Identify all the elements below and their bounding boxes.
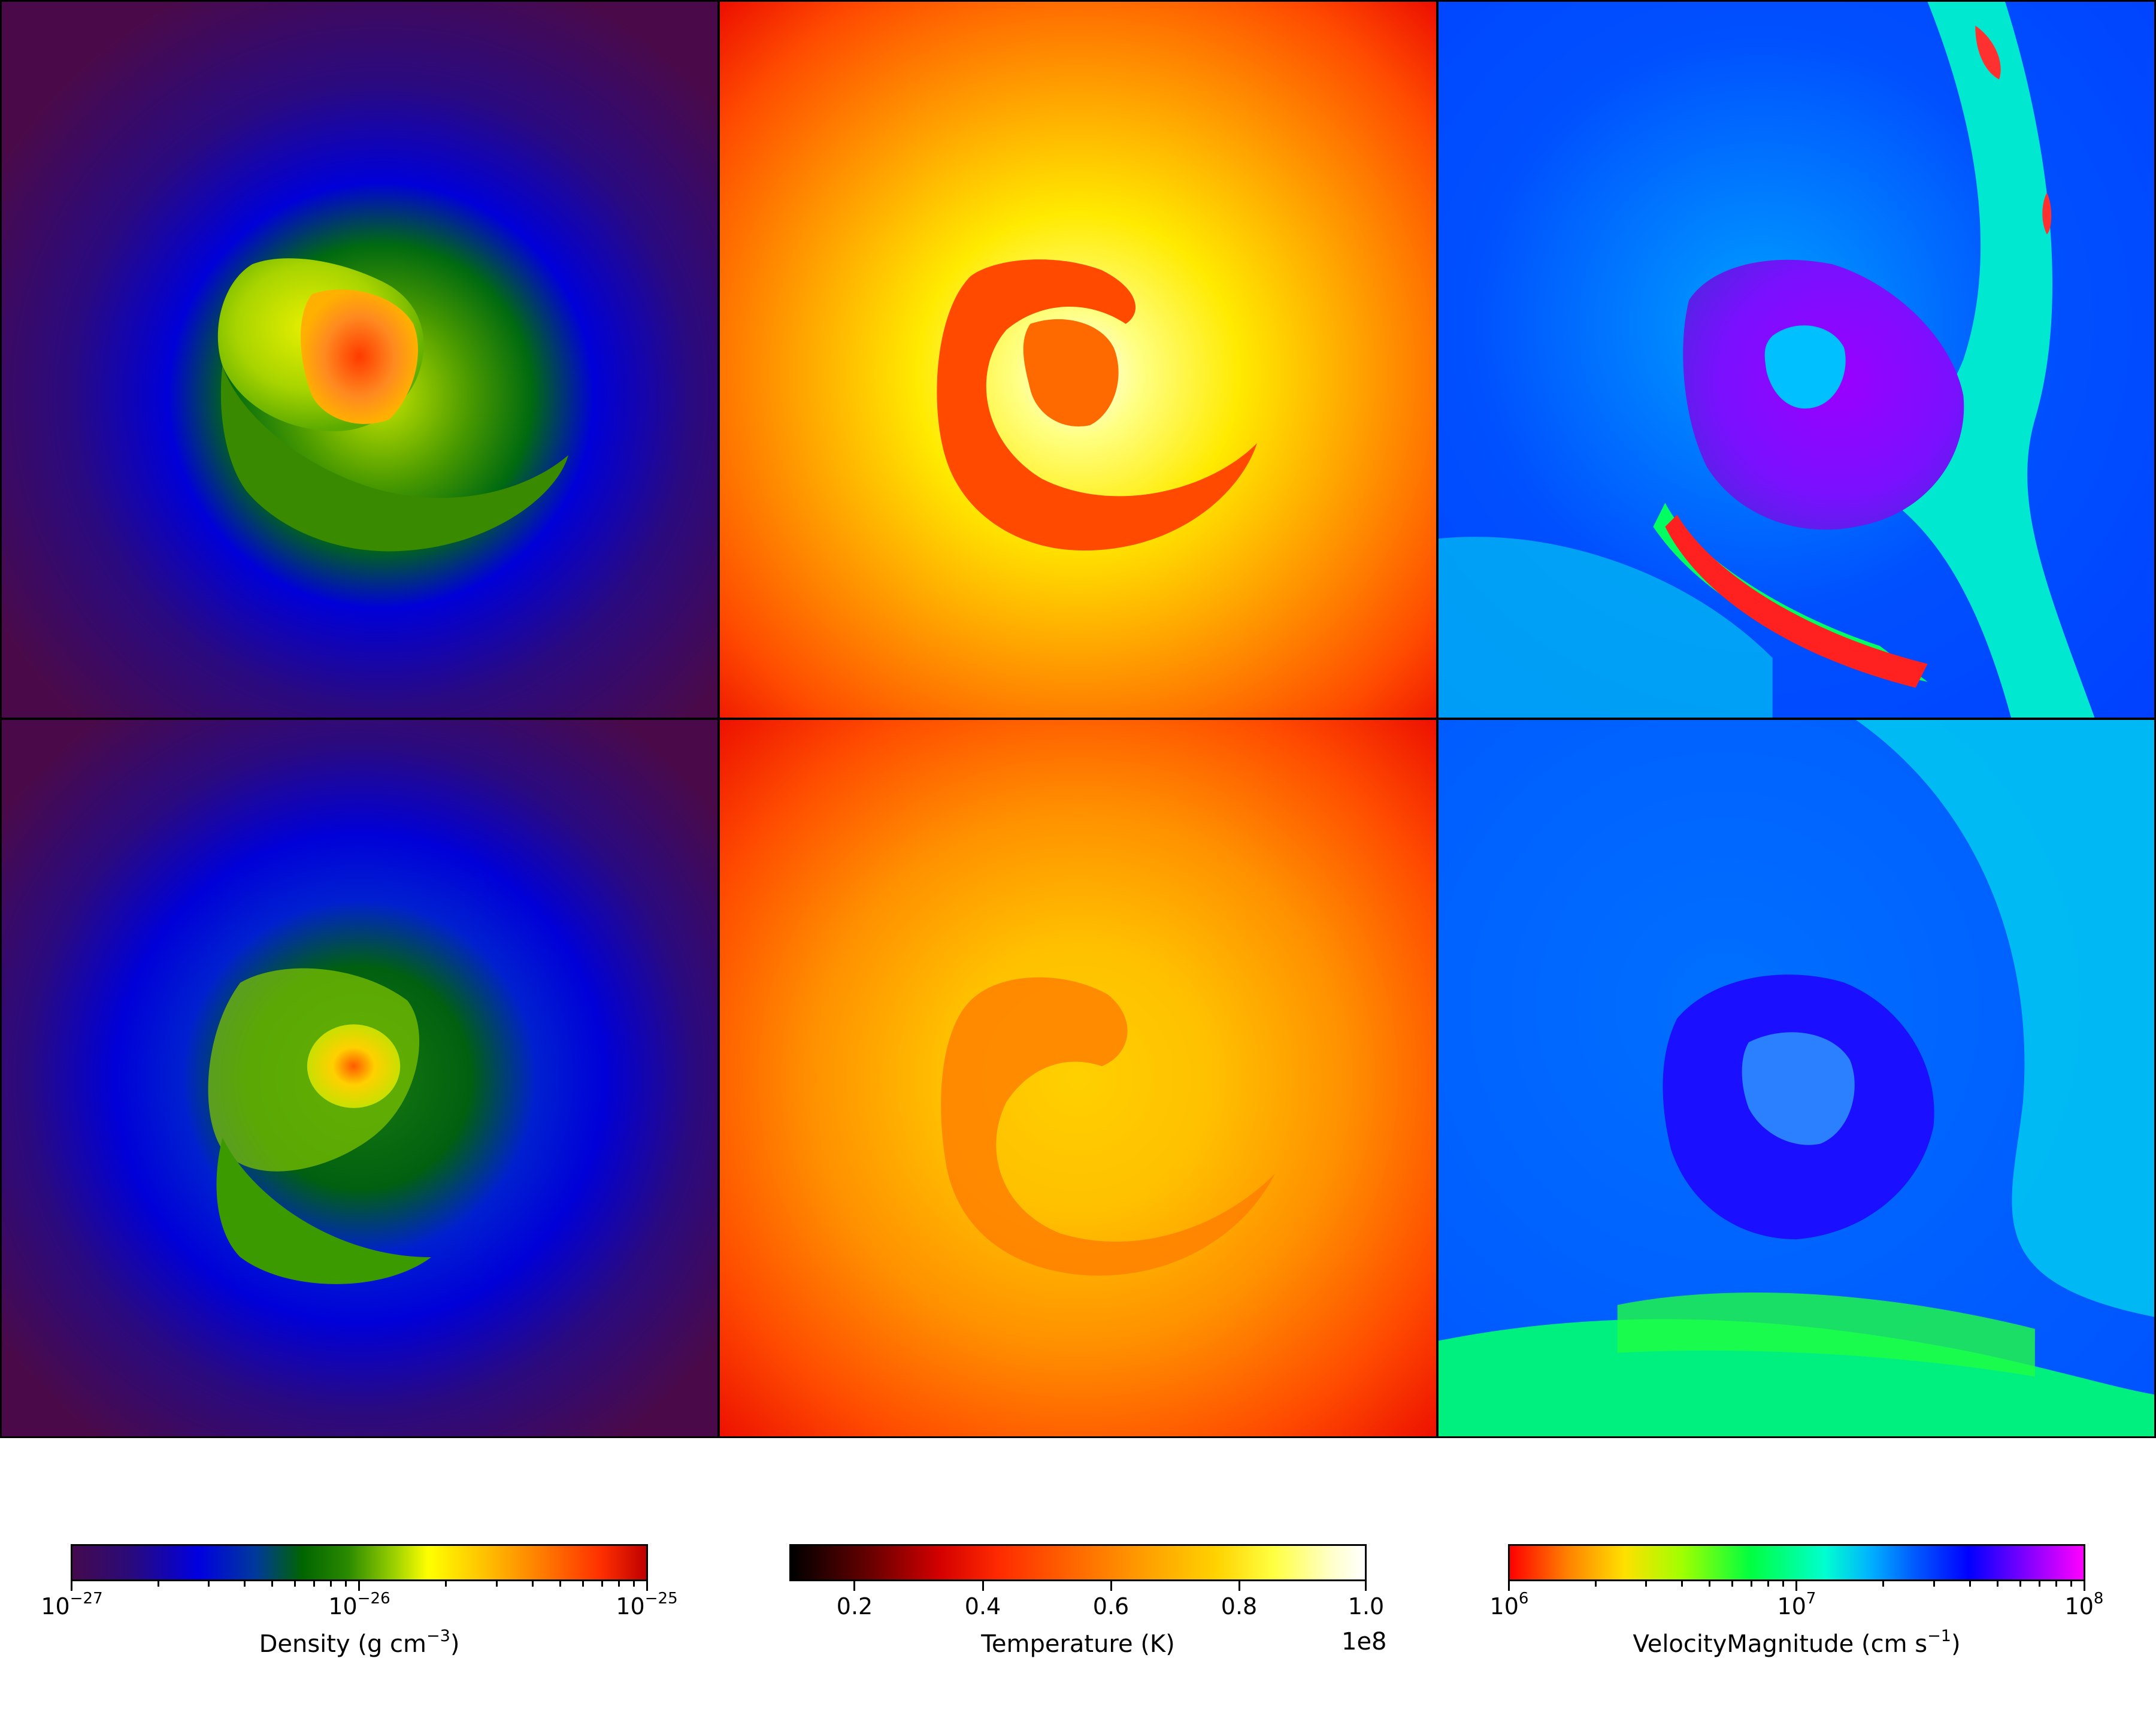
density-tick-minor [532, 1581, 534, 1587]
velocity-tick-major [1795, 1581, 1797, 1591]
temperature-tick-major [1239, 1581, 1240, 1591]
velocity-tick-minor [1969, 1581, 1971, 1587]
density-tick-minor [582, 1581, 584, 1587]
velocity-tick-minor [1767, 1581, 1769, 1587]
velocity-tick-label: 106 [1489, 1590, 1529, 1620]
density-tick-minor [496, 1581, 498, 1587]
density-tick-label: 10−25 [616, 1590, 678, 1620]
velocity-tick-major [1508, 1581, 1510, 1591]
temperature-tick-label: 0.2 [836, 1593, 873, 1620]
velocity-tick-minor [1681, 1581, 1683, 1587]
density-tick-minor [208, 1581, 210, 1587]
velocity-tick-minor [1782, 1581, 1784, 1587]
velocity-tick-minor [2055, 1581, 2057, 1587]
density-tick-label: 10−27 [41, 1590, 103, 1620]
density-tick-major [358, 1581, 360, 1591]
density-tick-minor [633, 1581, 635, 1587]
density-tick-minor [559, 1581, 561, 1587]
temperature-tick-major [1365, 1581, 1367, 1591]
temperature-tick-label: 0.8 [1221, 1593, 1258, 1620]
density-tick-major [646, 1581, 648, 1591]
velocity-colorbar [1508, 1544, 2085, 1581]
velocity-tick-minor [1751, 1581, 1752, 1587]
temperature-tick-major [1110, 1581, 1112, 1591]
velocity-tick-minor [2039, 1581, 2040, 1587]
density-colorbar [71, 1544, 648, 1581]
velocity-tick-minor [1731, 1581, 1733, 1587]
temperature-slice-top [718, 0, 1438, 719]
density-tick-minor [294, 1581, 296, 1587]
velocity-tick-minor [2070, 1581, 2072, 1587]
velocity-tick-minor [2019, 1581, 2021, 1587]
density-tick-minor [158, 1581, 159, 1587]
temperature-offset-label: 1e8 [1342, 1628, 1387, 1656]
density-slice-bottom [0, 718, 719, 1438]
density-tick-minor [330, 1581, 332, 1587]
velocity-tick-major [2084, 1581, 2085, 1591]
velocity-colorbar-label: VelocityMagnitude (cm s−1) [1633, 1627, 1961, 1658]
density-tick-minor [618, 1581, 620, 1587]
temperature-slice-bottom [718, 718, 1438, 1438]
density-tick-minor [244, 1581, 246, 1587]
temperature-tick-label: 0.6 [1092, 1593, 1130, 1620]
density-tick-label: 10−26 [328, 1590, 390, 1620]
velocity-slice-bottom [1437, 718, 2156, 1438]
density-tick-minor [271, 1581, 273, 1587]
temperature-colorbar [789, 1544, 1367, 1581]
velocity-tick-minor [1709, 1581, 1710, 1587]
temperature-colorbar-label: Temperature (K) [981, 1630, 1175, 1658]
velocity-tick-minor [1933, 1581, 1935, 1587]
velocity-tick-label: 107 [1777, 1590, 1816, 1620]
temperature-tick-major [853, 1581, 855, 1591]
velocity-tick-minor [1645, 1581, 1647, 1587]
density-tick-minor [601, 1581, 603, 1587]
velocity-slice-top [1437, 0, 2156, 719]
velocity-tick-minor [1997, 1581, 1998, 1587]
density-tick-minor [345, 1581, 347, 1587]
density-tick-major [71, 1581, 72, 1591]
temperature-tick-label: 0.4 [964, 1593, 1001, 1620]
velocity-tick-minor [1595, 1581, 1597, 1587]
density-tick-minor [313, 1581, 315, 1587]
velocity-tick-label: 108 [2064, 1590, 2104, 1620]
density-tick-minor [445, 1581, 447, 1587]
density-colorbar-label: Density (g cm−3) [259, 1627, 460, 1658]
temperature-tick-label: 1.0 [1348, 1593, 1385, 1620]
density-slice-top [0, 0, 719, 719]
temperature-tick-major [982, 1581, 984, 1591]
velocity-tick-minor [1882, 1581, 1884, 1587]
